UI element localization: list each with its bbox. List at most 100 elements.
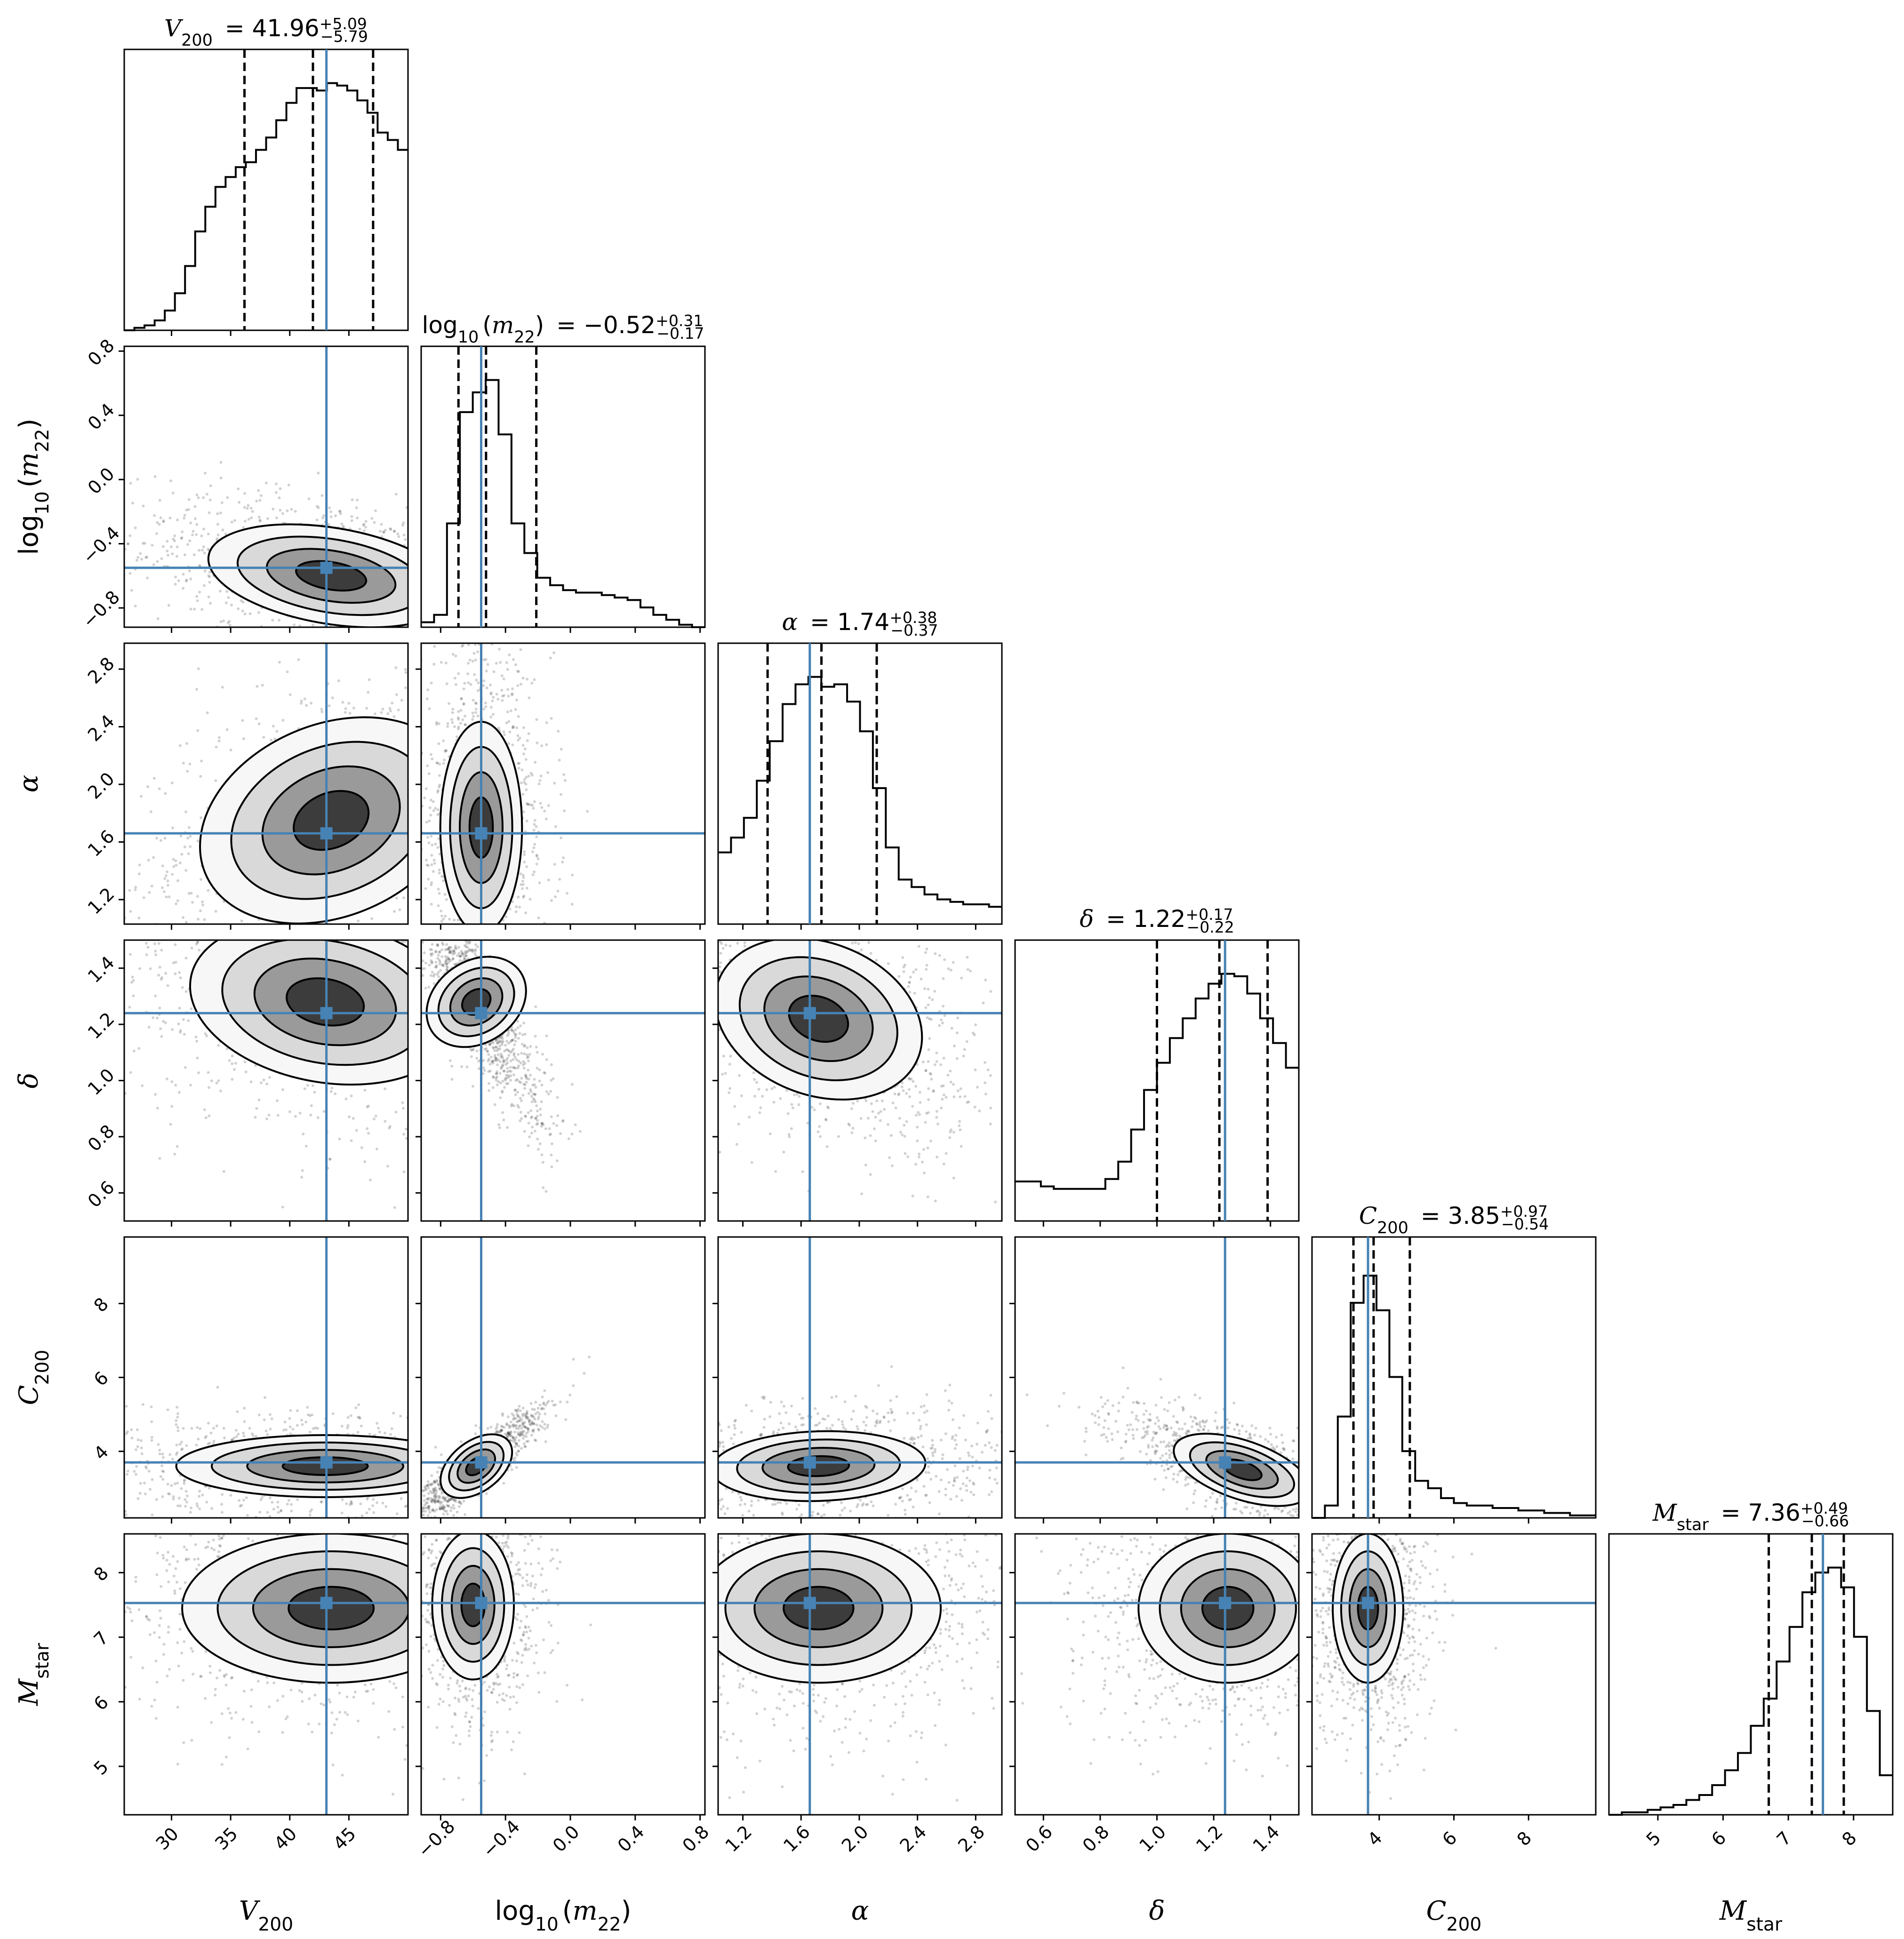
sample-point [153, 942, 156, 945]
sample-point [440, 875, 443, 878]
sample-point [169, 1123, 172, 1125]
sample-point [265, 1117, 268, 1120]
sample-point [475, 702, 478, 705]
sample-point [417, 819, 420, 822]
sample-point [457, 672, 460, 675]
sample-point [414, 904, 417, 907]
sample-point [160, 949, 163, 951]
sample-point [171, 1028, 174, 1031]
sample-point [150, 929, 152, 932]
sample-point [533, 829, 536, 831]
sample-point [129, 910, 132, 913]
sample-point [416, 959, 419, 962]
sample-point [560, 793, 562, 796]
sample-point [414, 607, 416, 610]
sample-point [535, 718, 538, 721]
sample-point [445, 750, 448, 752]
sample-point [114, 914, 117, 917]
sample-point [556, 890, 559, 893]
truth-marker [320, 827, 333, 839]
sample-point [541, 1153, 544, 1156]
sample-point [508, 731, 511, 734]
sample-point [184, 553, 186, 556]
sample-point [184, 1066, 187, 1069]
sample-point [302, 925, 304, 927]
sample-point [522, 876, 525, 879]
sample-point [272, 725, 275, 727]
sample-point [549, 1090, 552, 1093]
sample-point [310, 1104, 313, 1107]
sample-point [251, 510, 254, 513]
sample-point [265, 481, 268, 484]
sample-point [231, 1054, 234, 1057]
sample-point [165, 874, 168, 877]
sample-point [210, 1079, 213, 1082]
sample-point [431, 844, 433, 846]
sample-point [366, 1127, 368, 1130]
sample-point [418, 875, 421, 878]
sample-point [563, 809, 566, 812]
sample-point [60, 958, 63, 961]
sample-point [388, 707, 391, 710]
sample-point [174, 583, 177, 586]
sample-point [538, 782, 541, 785]
sample-point [215, 746, 217, 749]
sample-point [474, 659, 477, 662]
sample-point [164, 972, 167, 975]
sample-point [240, 919, 243, 922]
sample-point [417, 1085, 420, 1087]
sample-point [515, 634, 518, 637]
sample-point [140, 795, 143, 798]
sample-point [432, 663, 435, 666]
sample-point [460, 1065, 463, 1068]
sample-point [344, 1097, 347, 1100]
sample-point [188, 763, 191, 766]
sample-point [519, 737, 521, 740]
sample-point [302, 637, 304, 639]
sample-point [266, 925, 269, 928]
sample-point [363, 628, 366, 630]
sample-point [454, 677, 456, 679]
sample-point [163, 890, 166, 893]
sample-point [409, 849, 412, 852]
sample-point [373, 1117, 376, 1120]
sample-point [463, 702, 465, 705]
sample-point [427, 864, 430, 867]
sample-point [402, 1133, 405, 1135]
y-tick-label: 0.0 [84, 463, 119, 498]
sample-point [241, 719, 244, 722]
sample-point [367, 637, 370, 640]
sample-point [244, 1061, 247, 1063]
sample-point [162, 1020, 165, 1023]
sample-point [350, 634, 352, 637]
sample-point [161, 886, 164, 889]
sample-point [263, 934, 266, 936]
sample-point [196, 895, 199, 898]
sample-point [198, 549, 200, 552]
sample-point [534, 761, 536, 764]
sample-point [182, 916, 184, 919]
sample-point [173, 1153, 176, 1156]
sample-point [255, 1107, 258, 1110]
sample-point [197, 1071, 200, 1074]
sample-point [129, 482, 132, 485]
sample-point [180, 537, 183, 540]
marginal-panel-log10_m22 [421, 346, 705, 633]
sample-point [162, 519, 165, 522]
truth-marker [320, 562, 333, 574]
sample-point [496, 693, 498, 695]
sample-point [179, 862, 182, 864]
sample-point [531, 774, 534, 776]
sample-point [193, 505, 196, 508]
sample-point [277, 930, 280, 933]
sample-point [536, 742, 538, 744]
sample-point [376, 1148, 378, 1150]
sample-point [505, 935, 508, 938]
sample-point [440, 910, 442, 912]
sample-point [351, 498, 354, 501]
sample-point [438, 869, 441, 871]
sample-point [162, 634, 165, 637]
sample-point [539, 1114, 542, 1117]
sample-point [508, 654, 511, 656]
sample-point [120, 848, 123, 851]
